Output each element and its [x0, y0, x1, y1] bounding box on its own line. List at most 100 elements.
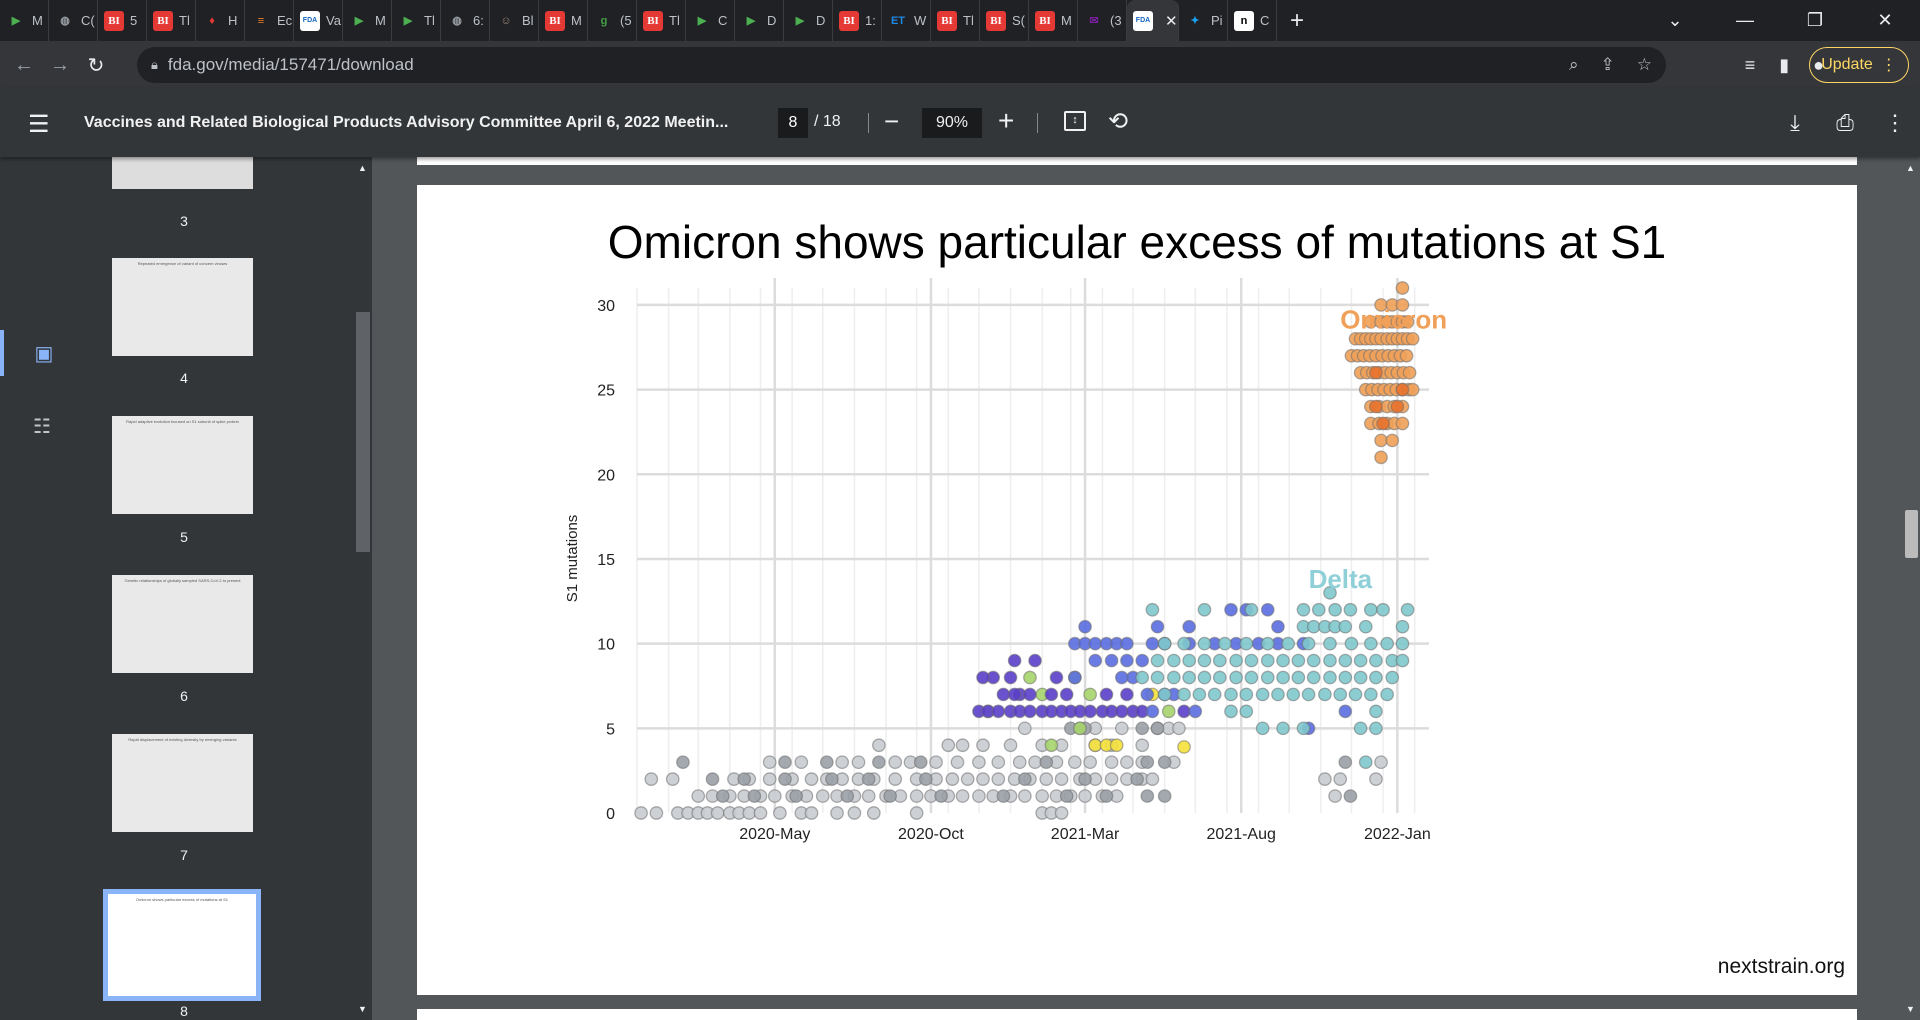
- sidebar-scrollbar[interactable]: ▲ ▼: [354, 157, 372, 1020]
- tab-label: Tl: [179, 13, 190, 28]
- browser-tab[interactable]: BI Tl: [637, 0, 686, 41]
- data-point: [1323, 653, 1337, 668]
- tab-close-icon[interactable]: ✕: [1165, 12, 1178, 30]
- more-options-icon[interactable]: ⋮: [1884, 110, 1906, 135]
- browser-tab[interactable]: ▶ M: [343, 0, 392, 41]
- data-point: [1374, 450, 1388, 465]
- close-icon[interactable]: ✕: [1877, 10, 1893, 30]
- url-text[interactable]: fda.gov/media/157471/download: [167, 55, 414, 74]
- print-icon[interactable]: ⎙: [1836, 110, 1854, 135]
- page-number-input[interactable]: 8: [778, 108, 808, 138]
- browser-tab[interactable]: ✉ (3: [1078, 0, 1127, 41]
- data-point: [1229, 670, 1243, 685]
- data-point: [1003, 738, 1018, 753]
- browser-tab[interactable]: ✦ Pi: [1179, 0, 1228, 41]
- data-point: [1405, 331, 1420, 346]
- browser-tab[interactable]: BI Tl: [931, 0, 980, 41]
- pdf-viewer: Omicron shows particular excess of mutat…: [372, 157, 1902, 1020]
- minimize-icon[interactable]: —: [1736, 10, 1754, 30]
- image-icon: ▣: [34, 342, 54, 365]
- viewer-scrollbar[interactable]: ▲ ▼: [1902, 157, 1920, 1020]
- browser-tab[interactable]: ◍ 6:: [441, 0, 490, 41]
- browser-tab[interactable]: BI M: [1029, 0, 1078, 41]
- browser-tab[interactable]: BI 5: [98, 0, 147, 41]
- browser-tab[interactable]: ◍ C(: [49, 0, 98, 41]
- scrollbar-thumb[interactable]: [1905, 510, 1918, 558]
- scroll-down-icon[interactable]: ▼: [358, 1004, 367, 1014]
- reload-icon[interactable]: ↻: [87, 54, 105, 77]
- page-thumbnail[interactable]: [112, 157, 253, 189]
- browser-tab[interactable]: BI Tl: [147, 0, 196, 41]
- browser-tab[interactable]: ≡ Ec: [245, 0, 294, 41]
- y-axis-label: S1 mutations: [564, 515, 581, 603]
- data-point: [1271, 619, 1285, 634]
- tab-label: D: [767, 13, 777, 28]
- data-point: [1400, 315, 1415, 329]
- browser-tab[interactable]: ▶ D: [735, 0, 784, 41]
- address-bar[interactable]: 🔒︎ fda.gov/media/157471/download ⌕ ⇪ ☆: [137, 47, 1666, 83]
- scroll-up-icon[interactable]: ▲: [1906, 163, 1915, 173]
- scroll-down-icon[interactable]: ▼: [1906, 1004, 1915, 1014]
- chevron-down-icon[interactable]: ⌄: [1667, 10, 1683, 30]
- forward-icon[interactable]: →: [50, 53, 70, 76]
- browser-tab[interactable]: FDA ✕: [1127, 0, 1179, 41]
- page-thumbnail[interactable]: Repeated emergence of variant of concern…: [112, 258, 253, 356]
- side-panel-icon[interactable]: ▮: [1779, 54, 1790, 75]
- browser-tab[interactable]: ▶ C: [686, 0, 735, 41]
- outline-tab[interactable]: ☷: [0, 403, 84, 449]
- browser-tab[interactable]: ▶ Tl: [392, 0, 441, 41]
- browser-tab[interactable]: ☺ Bl: [490, 0, 539, 41]
- x-tick-label: 2020-May: [739, 826, 810, 843]
- browser-tab[interactable]: BI S(: [980, 0, 1029, 41]
- browser-tab[interactable]: FDA Va: [294, 0, 343, 41]
- media-queue-icon[interactable]: ≡: [1744, 54, 1756, 75]
- thumbnail-page-number: 5: [180, 529, 188, 545]
- menu-icon[interactable]: ☰: [28, 111, 50, 138]
- browser-tab[interactable]: BI 1:: [833, 0, 882, 41]
- back-icon[interactable]: ←: [14, 53, 34, 76]
- restore-icon[interactable]: ❐: [1806, 10, 1824, 30]
- data-point: [1344, 636, 1359, 651]
- tab-label: S(: [1012, 13, 1025, 28]
- browser-tab[interactable]: ♦ H: [196, 0, 245, 41]
- page-thumbnail[interactable]: Omicron shows particular excess of mutat…: [103, 889, 261, 1001]
- data-point: [1271, 687, 1285, 702]
- data-point: [1343, 602, 1358, 617]
- zoom-out-icon[interactable]: −: [884, 106, 900, 136]
- browser-tab[interactable]: ▶ M: [0, 0, 49, 41]
- update-label: Update: [1821, 56, 1873, 73]
- data-point: [1385, 670, 1400, 685]
- page-thumbnail[interactable]: Rapid displacement of existing diversity…: [112, 734, 253, 832]
- fit-page-icon[interactable]: ↕: [1064, 111, 1086, 131]
- data-point: [1157, 789, 1172, 803]
- scroll-up-icon[interactable]: ▲: [358, 163, 367, 173]
- page-thumbnail[interactable]: Genetic relationships of globally sample…: [112, 575, 253, 673]
- scrollbar-thumb[interactable]: [356, 312, 370, 552]
- new-tab-icon[interactable]: +: [1289, 6, 1304, 34]
- zoom-icon[interactable]: ⌕: [1568, 55, 1579, 74]
- rotate-icon[interactable]: ⟲: [1108, 108, 1129, 135]
- data-point: [1224, 687, 1238, 702]
- page-thumbnail[interactable]: Rapid adaptive evolution focused on S1 s…: [112, 416, 253, 514]
- browser-tab[interactable]: BI M: [539, 0, 588, 41]
- play-icon: ▶: [697, 15, 707, 27]
- download-icon[interactable]: ⤓: [1790, 110, 1800, 135]
- lock-icon[interactable]: 🔒︎: [151, 57, 158, 72]
- data-point: [1135, 653, 1150, 668]
- browser-tab[interactable]: ▶ D: [784, 0, 833, 41]
- star-icon[interactable]: ☆: [1636, 55, 1652, 74]
- share-icon[interactable]: ⇪: [1600, 55, 1615, 74]
- y-tick-label: 10: [597, 637, 615, 654]
- zoom-input[interactable]: 90%: [922, 108, 982, 138]
- browser-tab[interactable]: ET W: [882, 0, 931, 41]
- update-button[interactable]: Update ⋮: [1809, 47, 1909, 83]
- data-point: [1333, 772, 1348, 786]
- zoom-in-icon[interactable]: +: [998, 105, 1015, 136]
- data-point: [1197, 653, 1212, 668]
- thumbnails-tab[interactable]: ▣: [0, 330, 84, 376]
- thumbnail-sidebar: ▣ ☷ 3 Repeated emergence of variant of co…: [0, 157, 372, 1020]
- browser-tab[interactable]: g (5: [588, 0, 637, 41]
- data-point: [991, 704, 1006, 719]
- data-point: [1276, 721, 1290, 736]
